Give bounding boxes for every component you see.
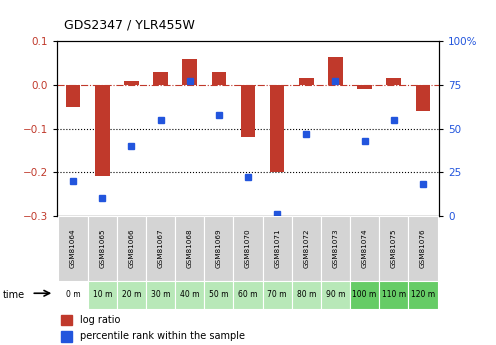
- Text: 60 m: 60 m: [238, 290, 258, 299]
- Bar: [88, 216, 117, 281]
- Bar: [241, 85, 255, 137]
- Bar: [270, 85, 284, 172]
- Text: percentile rank within the sample: percentile rank within the sample: [80, 332, 245, 341]
- Bar: [416, 85, 430, 111]
- Text: 20 m: 20 m: [122, 290, 141, 299]
- Text: GSM81067: GSM81067: [158, 229, 164, 268]
- Text: 30 m: 30 m: [151, 290, 170, 299]
- Bar: [262, 281, 292, 309]
- Text: GSM81070: GSM81070: [245, 229, 251, 268]
- Text: 10 m: 10 m: [93, 290, 112, 299]
- Bar: [175, 216, 204, 281]
- Bar: [379, 281, 408, 309]
- Text: 50 m: 50 m: [209, 290, 229, 299]
- Bar: [299, 78, 313, 85]
- Text: log ratio: log ratio: [80, 315, 121, 325]
- Text: GSM81064: GSM81064: [70, 229, 76, 268]
- Text: GSM81073: GSM81073: [332, 229, 338, 268]
- Bar: [234, 281, 262, 309]
- Bar: [262, 216, 292, 281]
- Bar: [386, 78, 401, 85]
- Bar: [88, 281, 117, 309]
- Bar: [175, 281, 204, 309]
- Bar: [59, 281, 88, 309]
- Bar: [204, 281, 234, 309]
- Text: GSM81071: GSM81071: [274, 229, 280, 268]
- Bar: [292, 216, 321, 281]
- Bar: [292, 281, 321, 309]
- Text: 100 m: 100 m: [353, 290, 377, 299]
- Text: 70 m: 70 m: [267, 290, 287, 299]
- Bar: [204, 216, 234, 281]
- Text: GDS2347 / YLR455W: GDS2347 / YLR455W: [64, 18, 195, 31]
- Bar: [146, 216, 175, 281]
- Bar: [61, 331, 72, 342]
- Bar: [321, 216, 350, 281]
- Text: GSM81065: GSM81065: [99, 229, 105, 268]
- Bar: [183, 59, 197, 85]
- Text: GSM81072: GSM81072: [304, 229, 310, 268]
- Bar: [59, 216, 88, 281]
- Text: GSM81068: GSM81068: [186, 229, 192, 268]
- Bar: [350, 216, 379, 281]
- Text: GSM81069: GSM81069: [216, 229, 222, 268]
- Bar: [328, 57, 343, 85]
- Text: 90 m: 90 m: [326, 290, 345, 299]
- Bar: [66, 85, 80, 107]
- Text: time: time: [2, 290, 25, 300]
- Bar: [146, 281, 175, 309]
- Bar: [321, 281, 350, 309]
- Text: 110 m: 110 m: [382, 290, 406, 299]
- Text: 80 m: 80 m: [297, 290, 316, 299]
- Text: GSM81076: GSM81076: [420, 229, 426, 268]
- Text: 120 m: 120 m: [411, 290, 435, 299]
- Text: GSM81066: GSM81066: [128, 229, 134, 268]
- Bar: [212, 72, 226, 85]
- Bar: [153, 72, 168, 85]
- Bar: [357, 85, 372, 89]
- Bar: [408, 281, 437, 309]
- Text: GSM81074: GSM81074: [362, 229, 368, 268]
- Bar: [124, 81, 139, 85]
- Bar: [234, 216, 262, 281]
- Bar: [350, 281, 379, 309]
- Bar: [95, 85, 110, 176]
- Bar: [408, 216, 437, 281]
- Text: GSM81075: GSM81075: [391, 229, 397, 268]
- Bar: [379, 216, 408, 281]
- Bar: [61, 315, 72, 325]
- Text: 0 m: 0 m: [66, 290, 80, 299]
- Bar: [117, 216, 146, 281]
- Bar: [117, 281, 146, 309]
- Text: 40 m: 40 m: [180, 290, 199, 299]
